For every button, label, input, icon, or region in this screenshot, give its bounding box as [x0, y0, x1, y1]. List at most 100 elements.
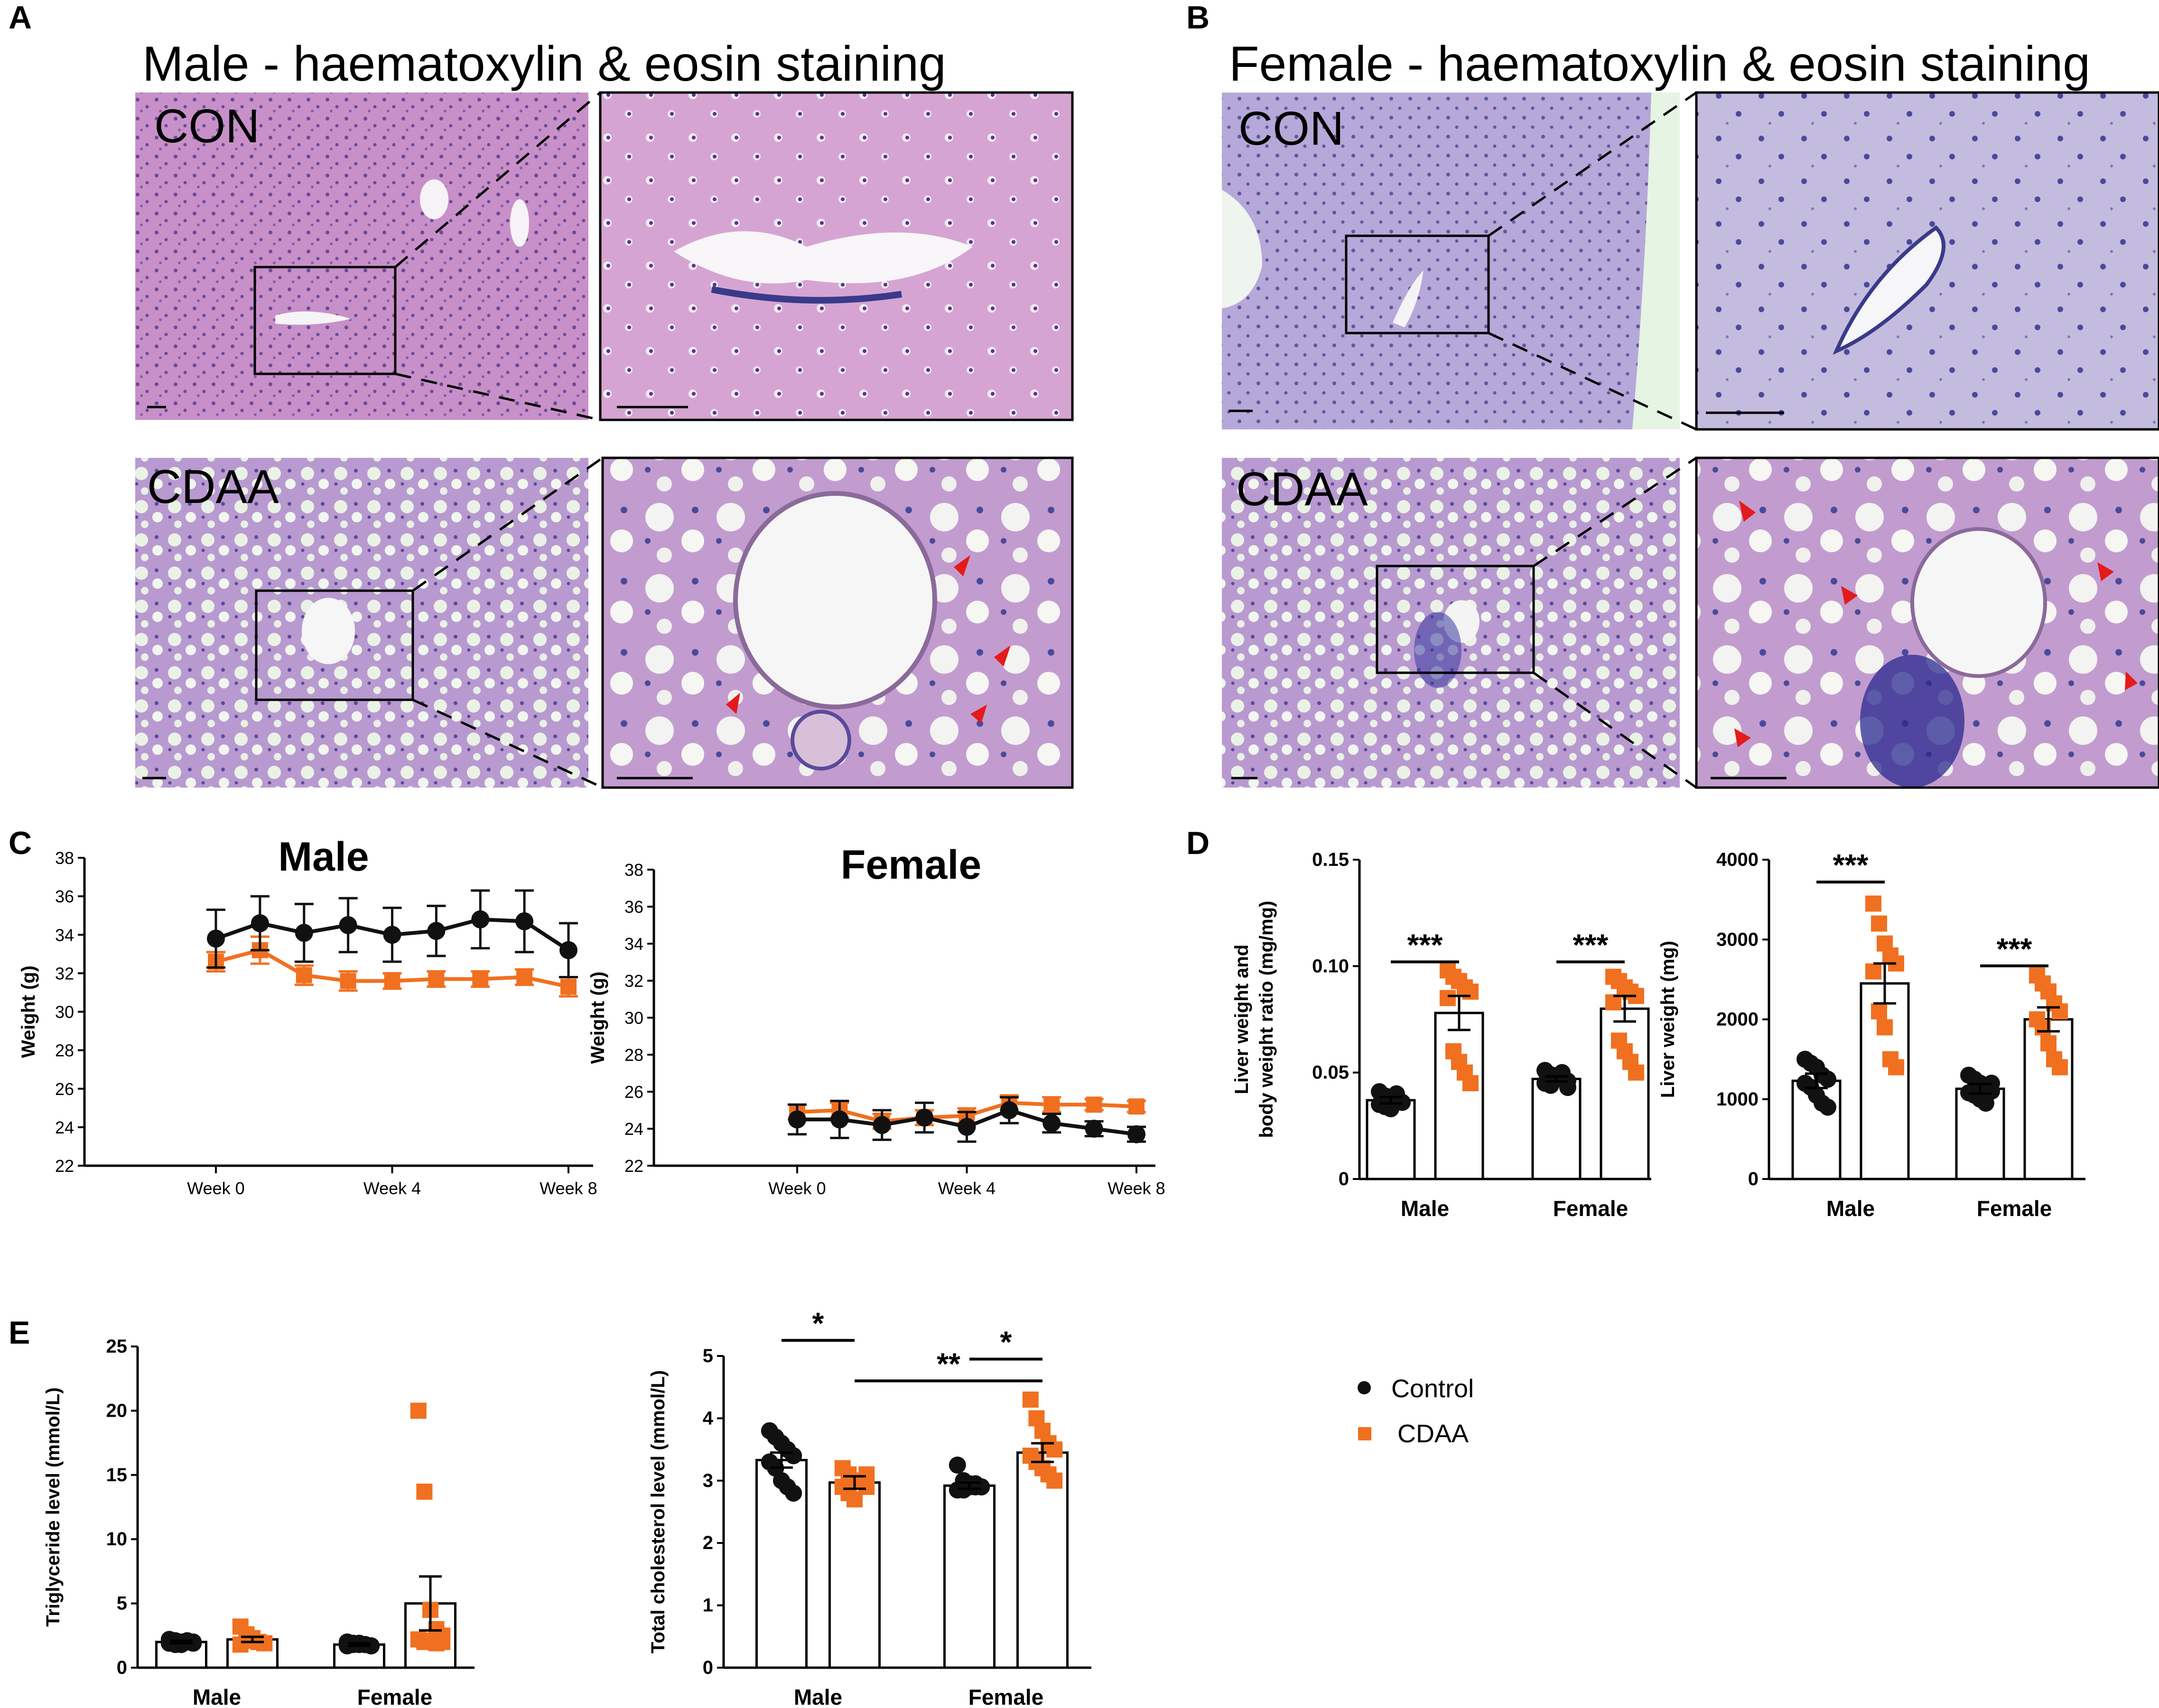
x-tick-label: Week 0 — [187, 1179, 244, 1198]
cdaa-data-point — [416, 1484, 433, 1500]
control-point — [958, 1118, 976, 1136]
male-cdaa-zoom-connector-bottom — [412, 698, 604, 789]
y-tick-label: 0.05 — [1312, 1062, 1349, 1083]
y-tick-label: 24 — [624, 1119, 643, 1139]
male-cdaa-zoom-connector-top — [412, 456, 604, 592]
control-point — [1085, 1120, 1103, 1138]
male-cdaa-zoom-image — [601, 456, 1074, 789]
panel-label-d: D — [1186, 825, 1210, 861]
y-tick-label: 4000 — [1716, 849, 1759, 870]
x-tick-label: Week 4 — [363, 1179, 421, 1198]
cdaa-data-point — [1871, 1003, 1887, 1020]
cdaa-data-point — [1865, 963, 1881, 980]
y-tick-label: 0 — [703, 1657, 713, 1678]
female-con-label: CON — [1238, 102, 1344, 155]
cdaa-bar — [1016, 1451, 1069, 1669]
control-point — [915, 1108, 934, 1127]
male-con-zoom-connector-top — [394, 92, 601, 268]
control-point — [873, 1116, 891, 1134]
cdaa-point — [1086, 1096, 1102, 1113]
y-tick-label: 3 — [703, 1470, 713, 1491]
significance-marker: * — [812, 1306, 824, 1340]
y-tick-label: 0 — [117, 1657, 127, 1678]
cholesterol-bar-chart: 0 1 2 3 4 5 Total cholesterol level (mmol/L) Ma… — [648, 1306, 1091, 1708]
triglyceride-bar-chart: 0 5 10 15 20 25 Triglyceride level (mmol/L) Mal… — [43, 1336, 475, 1708]
cdaa-data-point — [1877, 1019, 1893, 1036]
male-con-label: CON — [154, 100, 260, 153]
female-histology-title: Female - haematoxylin & eosin staining — [1229, 37, 2090, 92]
control-data-point — [1819, 1070, 1836, 1088]
cdaa-data-point — [1022, 1391, 1039, 1408]
control-point — [251, 914, 269, 932]
control-point — [1127, 1125, 1145, 1143]
y-tick-label: 3000 — [1716, 929, 1759, 950]
y-tick-label: 20 — [106, 1400, 128, 1421]
female-cdaa-label: CDAA — [1236, 463, 1368, 516]
y-tick-label: 32 — [55, 964, 74, 983]
control-point — [559, 941, 577, 959]
x-category-label: Male — [1401, 1196, 1449, 1221]
y-axis-label: Triglyceride level (mmol/L) — [43, 1387, 64, 1627]
x-category-label: Female — [1977, 1196, 2052, 1221]
cdaa-bar — [1434, 1012, 1484, 1180]
x-category-label: Male — [193, 1685, 241, 1708]
y-tick-label: 30 — [624, 1008, 643, 1028]
control-point — [515, 912, 534, 930]
control-data-point — [785, 1447, 802, 1465]
significance-marker: * — [1000, 1325, 1012, 1359]
y-axis-label: Weight (g) — [18, 965, 39, 1058]
chart-title: Female — [841, 842, 981, 888]
y-tick-label: 0.10 — [1312, 956, 1349, 976]
significance-marker: *** — [1997, 932, 2032, 966]
control-point — [830, 1110, 849, 1129]
cdaa-data-point — [434, 1634, 451, 1650]
y-tick-label: 30 — [55, 1003, 74, 1022]
cdaa-data-point — [1871, 915, 1887, 932]
female-cdaa-zoom-connector-bottom — [1533, 671, 1697, 789]
female-con-zoom-connector-bottom — [1488, 332, 1697, 431]
y-tick-label: 26 — [624, 1082, 643, 1102]
x-category-label: Male — [794, 1685, 842, 1708]
panel-label-c: C — [9, 825, 32, 861]
liver-weight-bar-chart: 0 1000 2000 3000 4000 Liver weight (mg) Male Fe… — [1657, 848, 2085, 1221]
y-tick-label: 2 — [703, 1532, 713, 1553]
control-data-point — [185, 1633, 202, 1651]
male-con-zoom-connector-bottom — [395, 372, 601, 421]
control-data-point — [785, 1485, 802, 1502]
control-data-point — [363, 1637, 380, 1654]
cdaa-data-point — [1865, 895, 1881, 912]
cdaa-data-point — [2052, 1059, 2068, 1076]
y-axis-label: Liver weight and — [1231, 945, 1252, 1095]
y-axis-label: Liver weight (mg) — [1657, 941, 1678, 1098]
x-tick-label: Week 0 — [768, 1179, 826, 1198]
y-tick-label: 34 — [55, 925, 74, 945]
panel-label-e: E — [9, 1315, 30, 1351]
weight-line-chart-female: 22 24 26 28 30 32 34 36 38 Week 0 Week 4 Week 8 Weig… — [587, 842, 1165, 1198]
x-tick-label: Week 4 — [938, 1179, 996, 1198]
x-category-label: Male — [1826, 1196, 1875, 1221]
y-tick-label: 25 — [106, 1336, 128, 1357]
female-con-zoom-connector-top — [1488, 91, 1697, 237]
control-bar — [1791, 1079, 1842, 1180]
y-tick-label: 38 — [55, 848, 74, 868]
cdaa-point — [1128, 1098, 1145, 1115]
control-data-point — [1977, 1095, 1994, 1112]
panel-label-a: A — [9, 0, 32, 36]
y-tick-label: 28 — [55, 1041, 74, 1060]
panel-label-b: B — [1186, 0, 1210, 36]
male-cdaa-label: CDAA — [147, 460, 279, 513]
y-tick-label: 1000 — [1716, 1089, 1759, 1110]
legend: Control CDAA — [1358, 1374, 1474, 1448]
cdaa-data-point — [858, 1466, 875, 1483]
cdaa-data-point — [410, 1402, 427, 1419]
cdaa-point — [560, 978, 577, 995]
significance-marker: *** — [1407, 928, 1443, 962]
cdaa-data-point — [1628, 1064, 1644, 1081]
cdaa-point — [384, 973, 400, 989]
control-point — [427, 922, 446, 940]
y-tick-label: 38 — [624, 860, 643, 880]
control-point — [471, 910, 490, 928]
y-tick-label: 22 — [624, 1156, 643, 1176]
control-point — [383, 926, 401, 944]
legend-cdaa-marker — [1358, 1427, 1371, 1440]
